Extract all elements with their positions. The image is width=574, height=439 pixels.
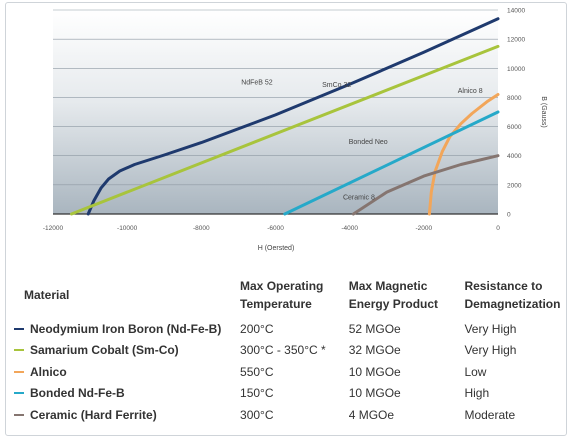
series-annotation: SmCo 32 [322,82,351,89]
plot-background [53,10,498,214]
material-cell: Neodymium Iron Boron (Nd-Fe-B) [14,318,240,340]
y-tick-label: 4000 [507,153,522,160]
material-cell: Bonded Nd-Fe-B [14,383,240,405]
y-tick-labels: 0 2000 4000 6000 8000 10000 12000 14000 [507,8,525,219]
header-energy: Max Magnetic Energy Product [348,279,439,311]
material-cell: Samarium Cobalt (Sm-Co) [14,340,240,362]
series-line [86,17,500,216]
energy-cell: 52 MGOe [348,321,401,336]
energy-cell: 10 MGOe [348,364,401,379]
x-tick-label: -6000 [267,225,284,232]
legend-swatch [14,349,24,352]
resistance-cell: Low [464,364,487,379]
series-line [427,93,500,216]
resistance-cell: High [464,386,490,401]
series-annotations: NdFeB 52 SmCo 32 Alnico 8 Bonded Neo Ceramic… [241,79,483,201]
y-tick-label: 2000 [507,182,522,189]
temperature-cell: 550°C [240,364,274,379]
bh-curve-chart: -12000 -10000 -8000 -6000 -4000 -2000 0 0 2000 4… [43,8,547,253]
legend-swatch [14,413,24,416]
table-row: Bonded Nd-Fe-B 150°C 10 MGOe High [14,383,574,405]
table-row: Alnico 550°C 10 MGOe Low [14,361,574,383]
x-tick-label: 0 [496,225,500,232]
x-axis-label: H (Oersted) [258,245,295,252]
x-tick-label: -10000 [117,225,138,232]
material-name: Neodymium Iron Boron (Nd-Fe-B) [30,321,222,336]
table-row: Samarium Cobalt (Sm-Co) 300°C - 350°C * 32… [14,340,574,362]
x-tick-label: -2000 [416,225,433,232]
material-name: Ceramic (Hard Ferrite) [30,407,157,422]
series-line [283,110,500,216]
y-tick-label: 10000 [507,66,525,73]
series-annotation: Ceramic 8 [343,194,375,201]
y-tick-label: 0 [507,212,511,219]
series-annotation: Bonded Neo [349,139,388,146]
material-cell: Alnico [14,361,240,383]
energy-cell: 4 MGOe [348,407,395,422]
series-lines [70,17,500,216]
material-name: Bonded Nd-Fe-B [30,386,125,401]
temperature-cell: 200°C [240,321,274,336]
material-cell: Ceramic (Hard Ferrite) [14,404,240,426]
resistance-cell: Very High [464,321,517,336]
x-tick-label: -8000 [193,225,210,232]
x-tick-label: -4000 [341,225,358,232]
x-tick-label: -12000 [43,225,64,232]
y-axis-label: B (Gauss) [540,96,547,128]
series-annotation: NdFeB 52 [241,79,273,86]
series-annotation: Alnico 8 [458,88,483,95]
material-name: Samarium Cobalt (Sm-Co) [30,343,179,358]
table-row: Ceramic (Hard Ferrite) 300°C 4 MGOe Moderat… [14,404,574,426]
materials-table: Material Max Operating Temperature Max Ma… [14,272,574,426]
energy-cell: 10 MGOe [348,386,401,401]
series-line [70,44,500,216]
material-name: Alnico [30,364,67,379]
series-line [351,154,500,216]
table-header-row: Material Max Operating Temperature Max Ma… [14,272,574,318]
table-row: Neodymium Iron Boron (Nd-Fe-B) 200°C 52 MG… [14,318,574,340]
legend-swatch [14,392,24,395]
y-tick-label: 14000 [507,8,525,15]
y-tick-label: 12000 [507,37,525,44]
legend-swatch [14,327,24,330]
header-temperature: Max Operating Temperature [240,279,324,311]
legend-swatch [14,370,24,373]
header-resistance: Resistance to Demagnetization [464,279,561,311]
x-tick-labels: -12000 -10000 -8000 -6000 -4000 -2000 0 [43,225,500,232]
resistance-cell: Moderate [464,407,516,422]
header-material: Material [24,288,70,302]
resistance-cell: Very High [464,343,517,358]
temperature-cell: 150°C [240,386,274,401]
energy-cell: 32 MGOe [348,343,401,358]
temperature-cell: 300°C - 350°C * [240,343,326,358]
figure-frame [5,2,567,436]
temperature-cell: 300°C [240,407,274,422]
y-tick-label: 8000 [507,95,522,102]
y-tick-label: 6000 [507,124,522,131]
grid-lines [53,9,498,186]
